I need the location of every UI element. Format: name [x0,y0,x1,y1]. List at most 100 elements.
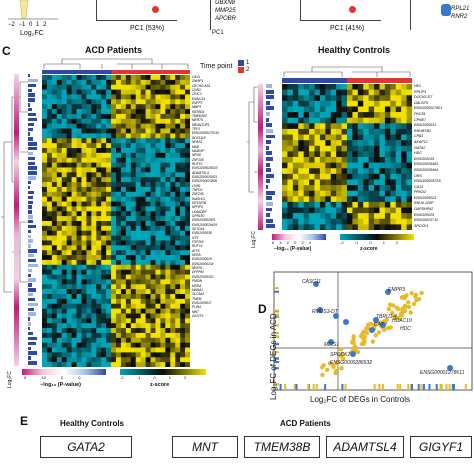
heatmap-cell [96,191,102,197]
heatmap-cell [76,172,82,178]
heatmap-cell [336,112,342,118]
heatmap-cell [106,128,112,134]
heatmap-cell [145,157,151,163]
heatmap-cell [76,240,82,246]
heatmap-cell [145,313,151,319]
heatmap-cell [91,172,97,178]
gene-label: APOBR [215,16,237,22]
heatmap-cell [150,313,156,319]
heatmap-cell [155,89,161,95]
pvalue-bar [28,356,31,360]
heatmap-cell [352,151,359,158]
rug-tick [274,332,279,335]
heatmap-cell [91,328,97,334]
heatmap-cell [401,224,407,230]
heatmap-cell [106,245,112,251]
heatmap-cell [406,196,412,203]
heatmap-cell [130,289,137,295]
heatmap-cell [180,337,186,343]
heatmap-cell [46,230,53,236]
heatmap-cell [175,186,181,193]
pvalue-bar [28,297,35,302]
heatmap-cell [347,100,353,107]
heatmap-cell [374,173,380,180]
heatmap-cell [160,94,166,100]
pvalue-bar [266,213,270,218]
heatmap-cell [106,211,112,217]
heatmap-cell [292,128,299,135]
heatmap-cell [185,328,190,334]
rug-tick [464,384,467,390]
heatmap-cell [336,173,342,180]
heatmap-cell [160,79,166,86]
heatmap-cell [46,332,53,339]
heatmap-cell [42,337,48,343]
gene-label: GIGYF1 [192,313,204,318]
heatmap-cell [352,196,359,203]
heatmap-cell [101,186,107,193]
heatmap-cell [116,230,122,236]
gene-label: NEKR1 [192,266,203,271]
heatmap-cell [51,118,58,124]
heatmap-cell [363,213,369,220]
heatmap-cell [368,151,375,158]
heatmap-cell [170,352,176,358]
heatmap-cell [86,84,92,90]
heatmap-cell [130,250,137,256]
heatmap-cell [86,113,92,120]
heatmap-cell [86,250,92,256]
heatmap-cell [180,211,186,217]
gene-label: WASHC1 [192,196,206,201]
heatmap-cell [56,191,63,197]
heatmap-cell [314,173,321,180]
heatmap-cell [101,332,107,339]
heatmap-cell [160,133,166,139]
heatmap-cell [61,308,67,314]
heatmap-cell [150,157,156,163]
heatmap-cell [91,89,97,95]
heatmap-cell [76,279,82,285]
heatmap-cell [130,284,137,290]
heatmap-cell [379,117,386,124]
heatmap-cell [150,337,156,343]
heatmap-cell [111,323,117,329]
heatmap-cell [135,250,141,256]
heatmap-cell [155,269,161,275]
pvalue-bar [266,224,275,229]
heatmap-cell [96,99,102,105]
heatmap-cell [379,190,386,197]
heatmap-cell [185,289,190,295]
heatmap-cell [76,284,82,290]
heatmap-cell [145,225,151,232]
heatmap-cell [116,84,122,90]
heatmap-cell [170,279,176,285]
tick: -2 [340,240,344,245]
rug-tick [396,384,399,390]
gene-label: GATA2 [414,145,426,150]
heatmap-cell [384,196,391,203]
heatmap-cell [111,303,117,309]
heatmap-cell [56,240,63,246]
heatmap-cell [51,148,58,154]
heatmap-cell [145,109,151,115]
heatmap-cell [86,357,92,363]
heatmap-cell [130,259,137,266]
heatmap-cell [352,123,359,130]
heatmap-cell [282,185,288,191]
heatmap-cell [145,191,151,197]
heatmap-cell [401,201,407,208]
rug-tick [295,384,298,390]
acd-pvalue-title: −log₁₀ (P-value) [40,382,81,388]
heatmap-cell [116,284,122,290]
heatmap-cell [106,352,112,358]
heatmap-cell [314,207,321,214]
heatmap-cell [170,308,176,314]
heatmap-cell [401,100,407,107]
heatmap-cell [155,284,161,290]
gene-label: SETD1A [192,227,205,232]
heatmap-cell [125,89,132,95]
heatmap-cell [363,134,369,141]
rug-tick [422,384,425,390]
heatmap-cell [165,342,171,348]
heatmap-cell [56,323,63,329]
